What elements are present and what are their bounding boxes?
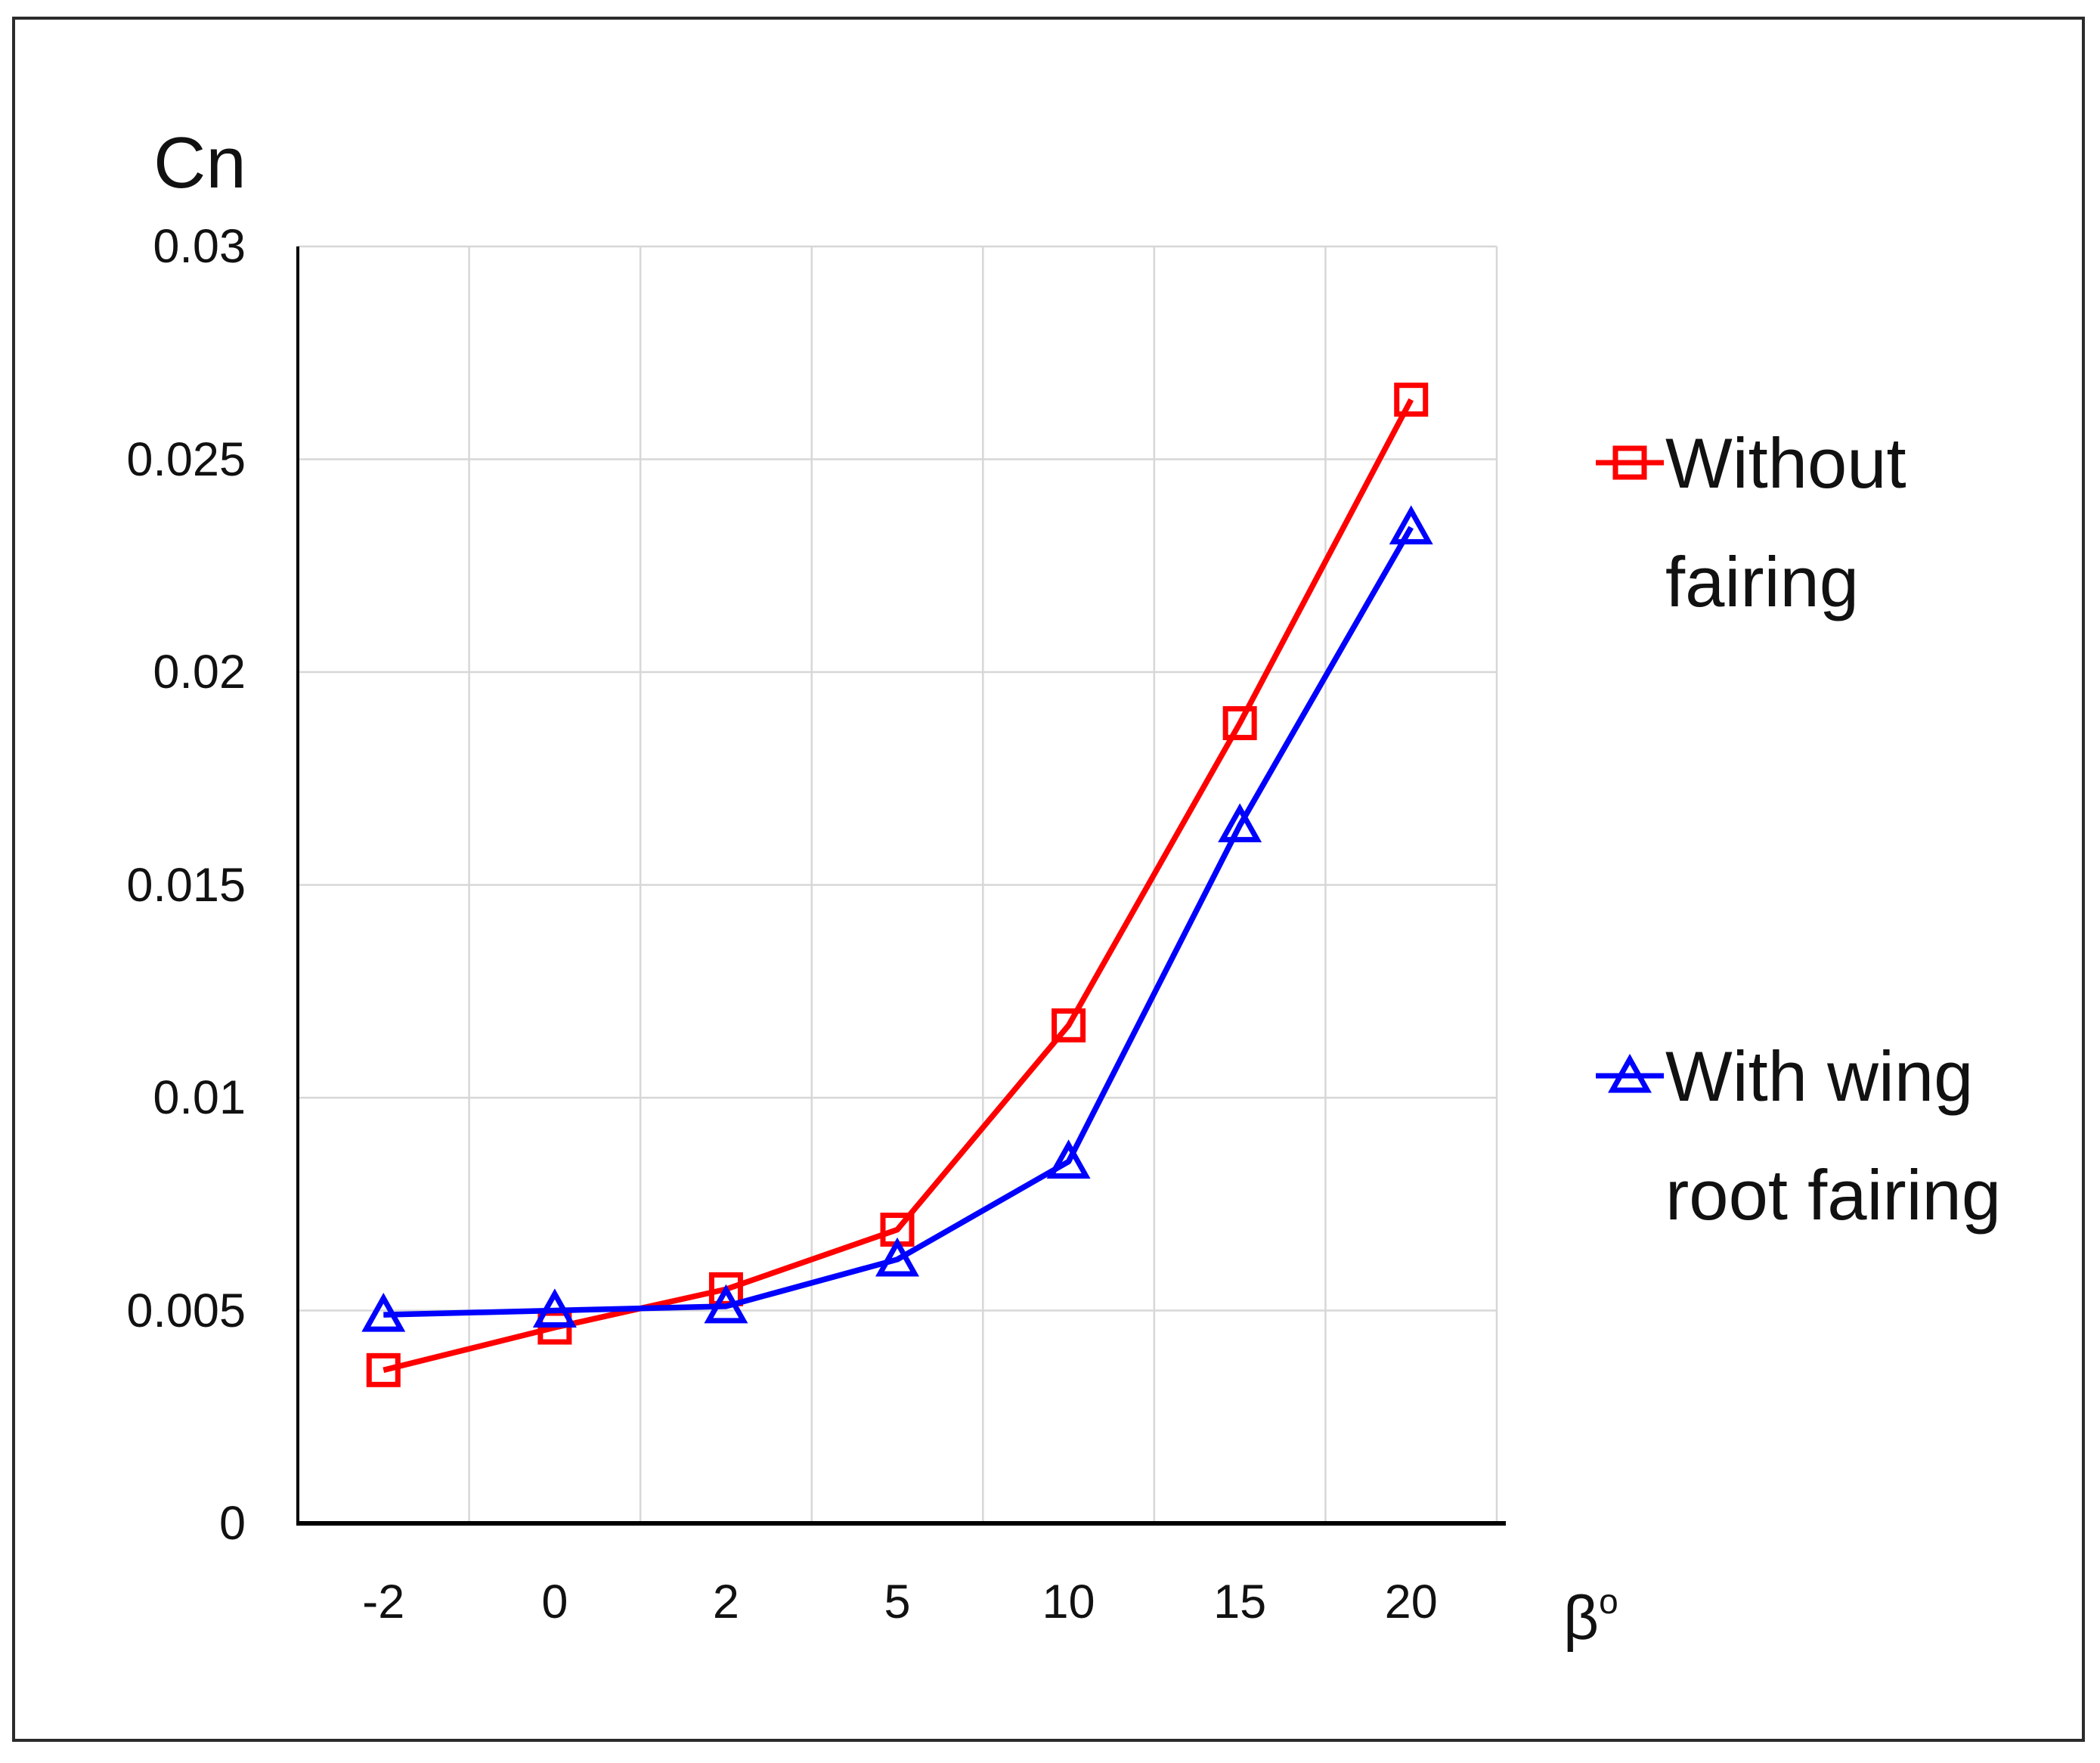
legend-label-line: root fairing: [1665, 1155, 2002, 1235]
y-tick-label: 0.01: [153, 1071, 246, 1124]
data-point-square-marker: [1222, 706, 1257, 741]
y-tick-label: 0: [218, 1497, 246, 1550]
legend-label-line: With wing: [1665, 1036, 1974, 1116]
legend-item-with-wing-root-fairing: With wing root fairing: [1665, 1017, 2089, 1254]
x-axis-title-superscript: o: [1599, 1582, 1618, 1621]
y-tick-label: 0.005: [126, 1284, 246, 1337]
legend-label-line: Without: [1665, 423, 1906, 503]
y-tick-label: 0.02: [153, 646, 246, 699]
x-axis-title-base: β: [1563, 1584, 1600, 1653]
x-tick-label: 5: [884, 1576, 911, 1628]
legend-item-without-fairing: Without fairing: [1665, 404, 2089, 641]
x-tick-label: 15: [1213, 1576, 1267, 1628]
legend-triangle-icon: [1608, 1053, 1652, 1093]
x-tick-label: 10: [1042, 1576, 1095, 1628]
data-point-triangle-marker: [875, 1237, 919, 1277]
y-tick-label: 0.015: [126, 858, 246, 912]
x-tick-label: 0: [541, 1576, 568, 1628]
data-point-triangle-marker: [532, 1288, 577, 1328]
y-tick-label: 0.025: [126, 432, 246, 486]
series-line-square: [383, 398, 1414, 1373]
data-point-triangle-marker: [361, 1292, 406, 1332]
legend-label-line: fairing: [1665, 542, 1860, 621]
data-point-triangle-marker: [1046, 1139, 1091, 1179]
x-tick-label: 2: [712, 1576, 739, 1628]
data-point-square-marker: [1394, 383, 1429, 417]
figure-border: [12, 17, 2085, 1742]
data-point-square-marker: [366, 1352, 401, 1387]
x-tick-label: -2: [362, 1576, 405, 1628]
data-point-triangle-marker: [1218, 803, 1262, 843]
x-tick-label: 20: [1384, 1576, 1438, 1628]
legend-square-icon: [1612, 445, 1647, 480]
data-point-square-marker: [1052, 1008, 1086, 1043]
x-axis-title: βo: [1563, 1565, 1618, 1655]
data-point-triangle-marker: [704, 1284, 748, 1324]
y-tick-label: 0.03: [153, 220, 246, 273]
data-point-triangle-marker: [1389, 505, 1433, 545]
series-line-triangle: [383, 525, 1414, 1318]
y-axis-title: Cn: [153, 122, 246, 203]
